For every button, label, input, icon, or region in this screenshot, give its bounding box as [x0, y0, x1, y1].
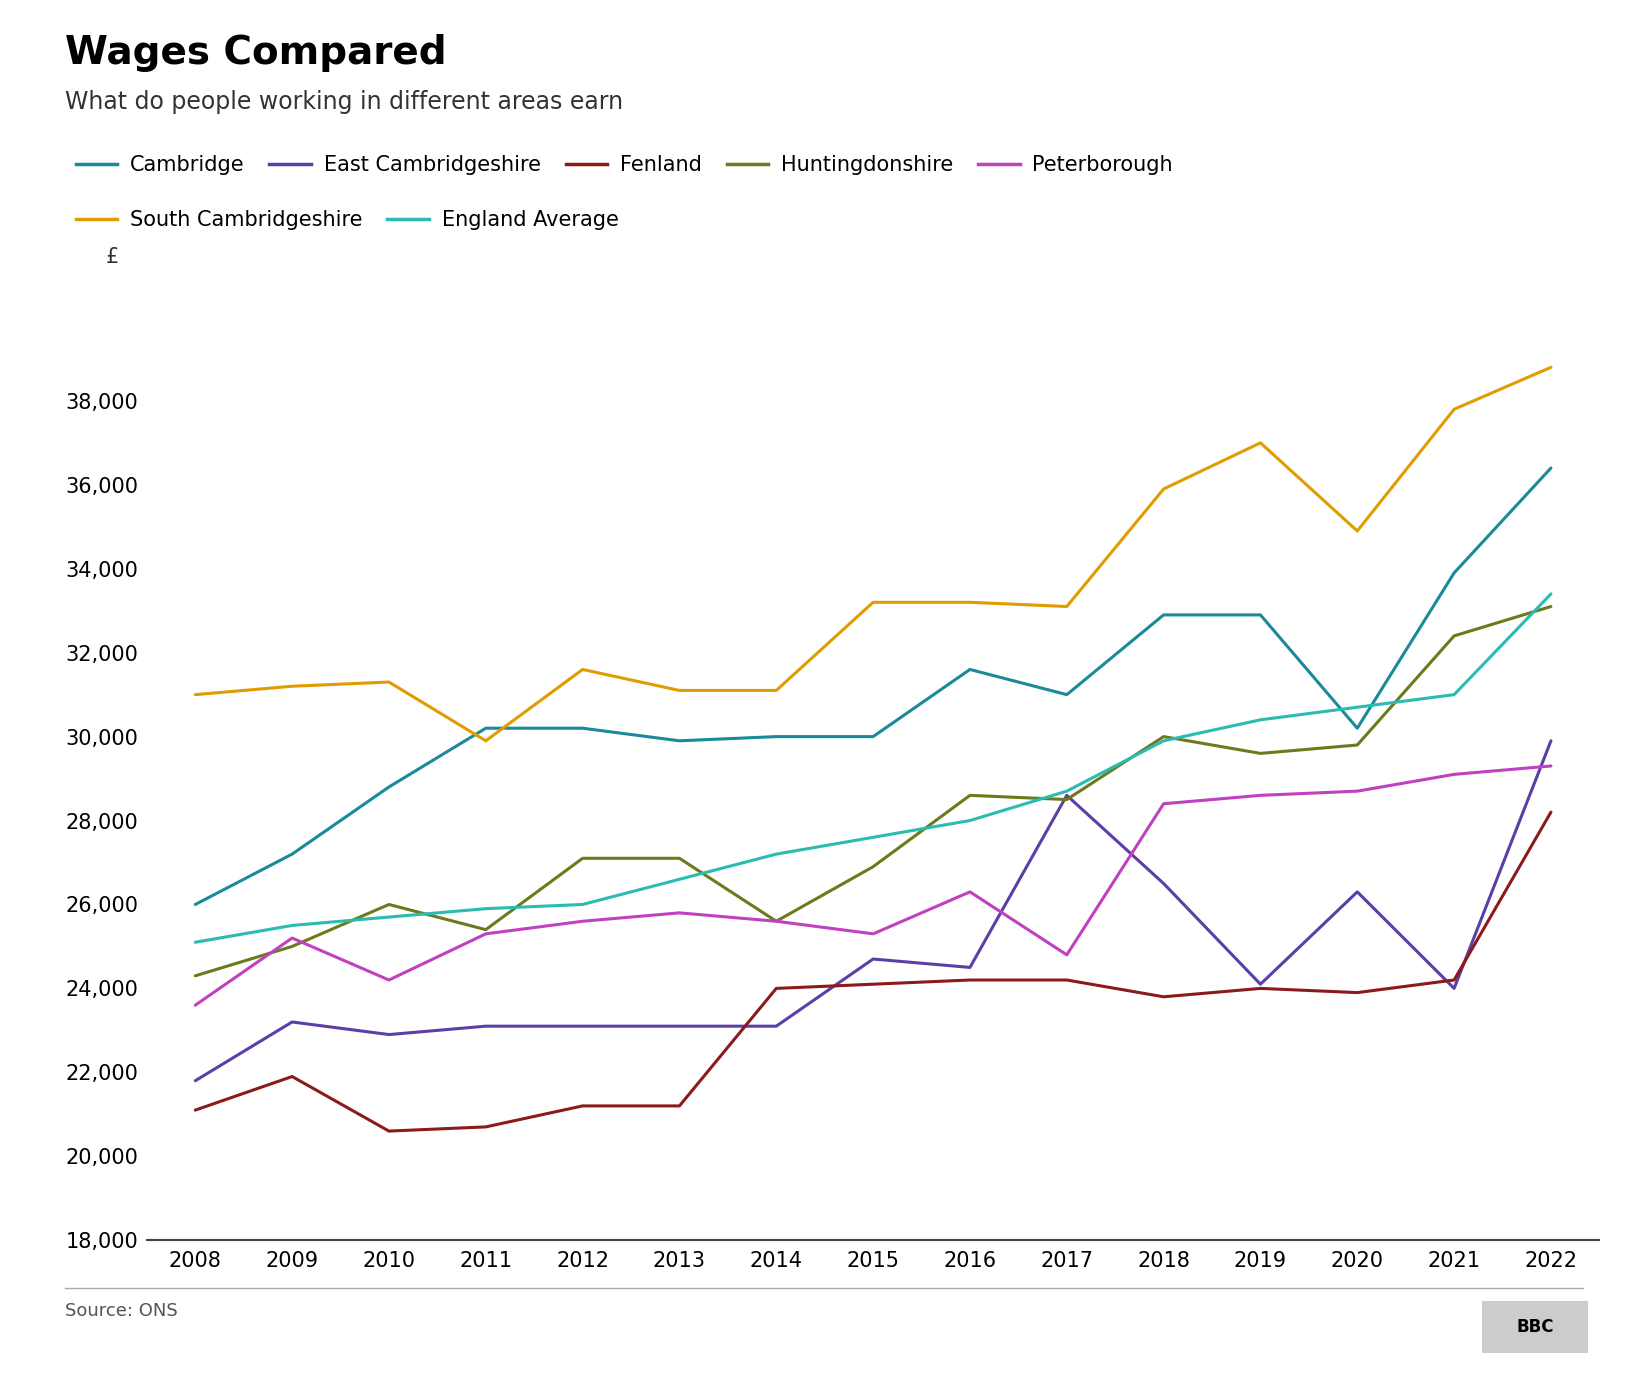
Text: Wages Compared: Wages Compared	[65, 34, 447, 73]
Text: What do people working in different areas earn: What do people working in different area…	[65, 90, 623, 113]
Legend: South Cambridgeshire, England Average: South Cambridgeshire, England Average	[75, 211, 619, 230]
Text: £: £	[106, 247, 119, 267]
Text: Source: ONS: Source: ONS	[65, 1302, 178, 1320]
Legend: Cambridge, East Cambridgeshire, Fenland, Huntingdonshire, Peterborough: Cambridge, East Cambridgeshire, Fenland,…	[75, 156, 1173, 175]
Text: BBC: BBC	[1516, 1317, 1554, 1337]
